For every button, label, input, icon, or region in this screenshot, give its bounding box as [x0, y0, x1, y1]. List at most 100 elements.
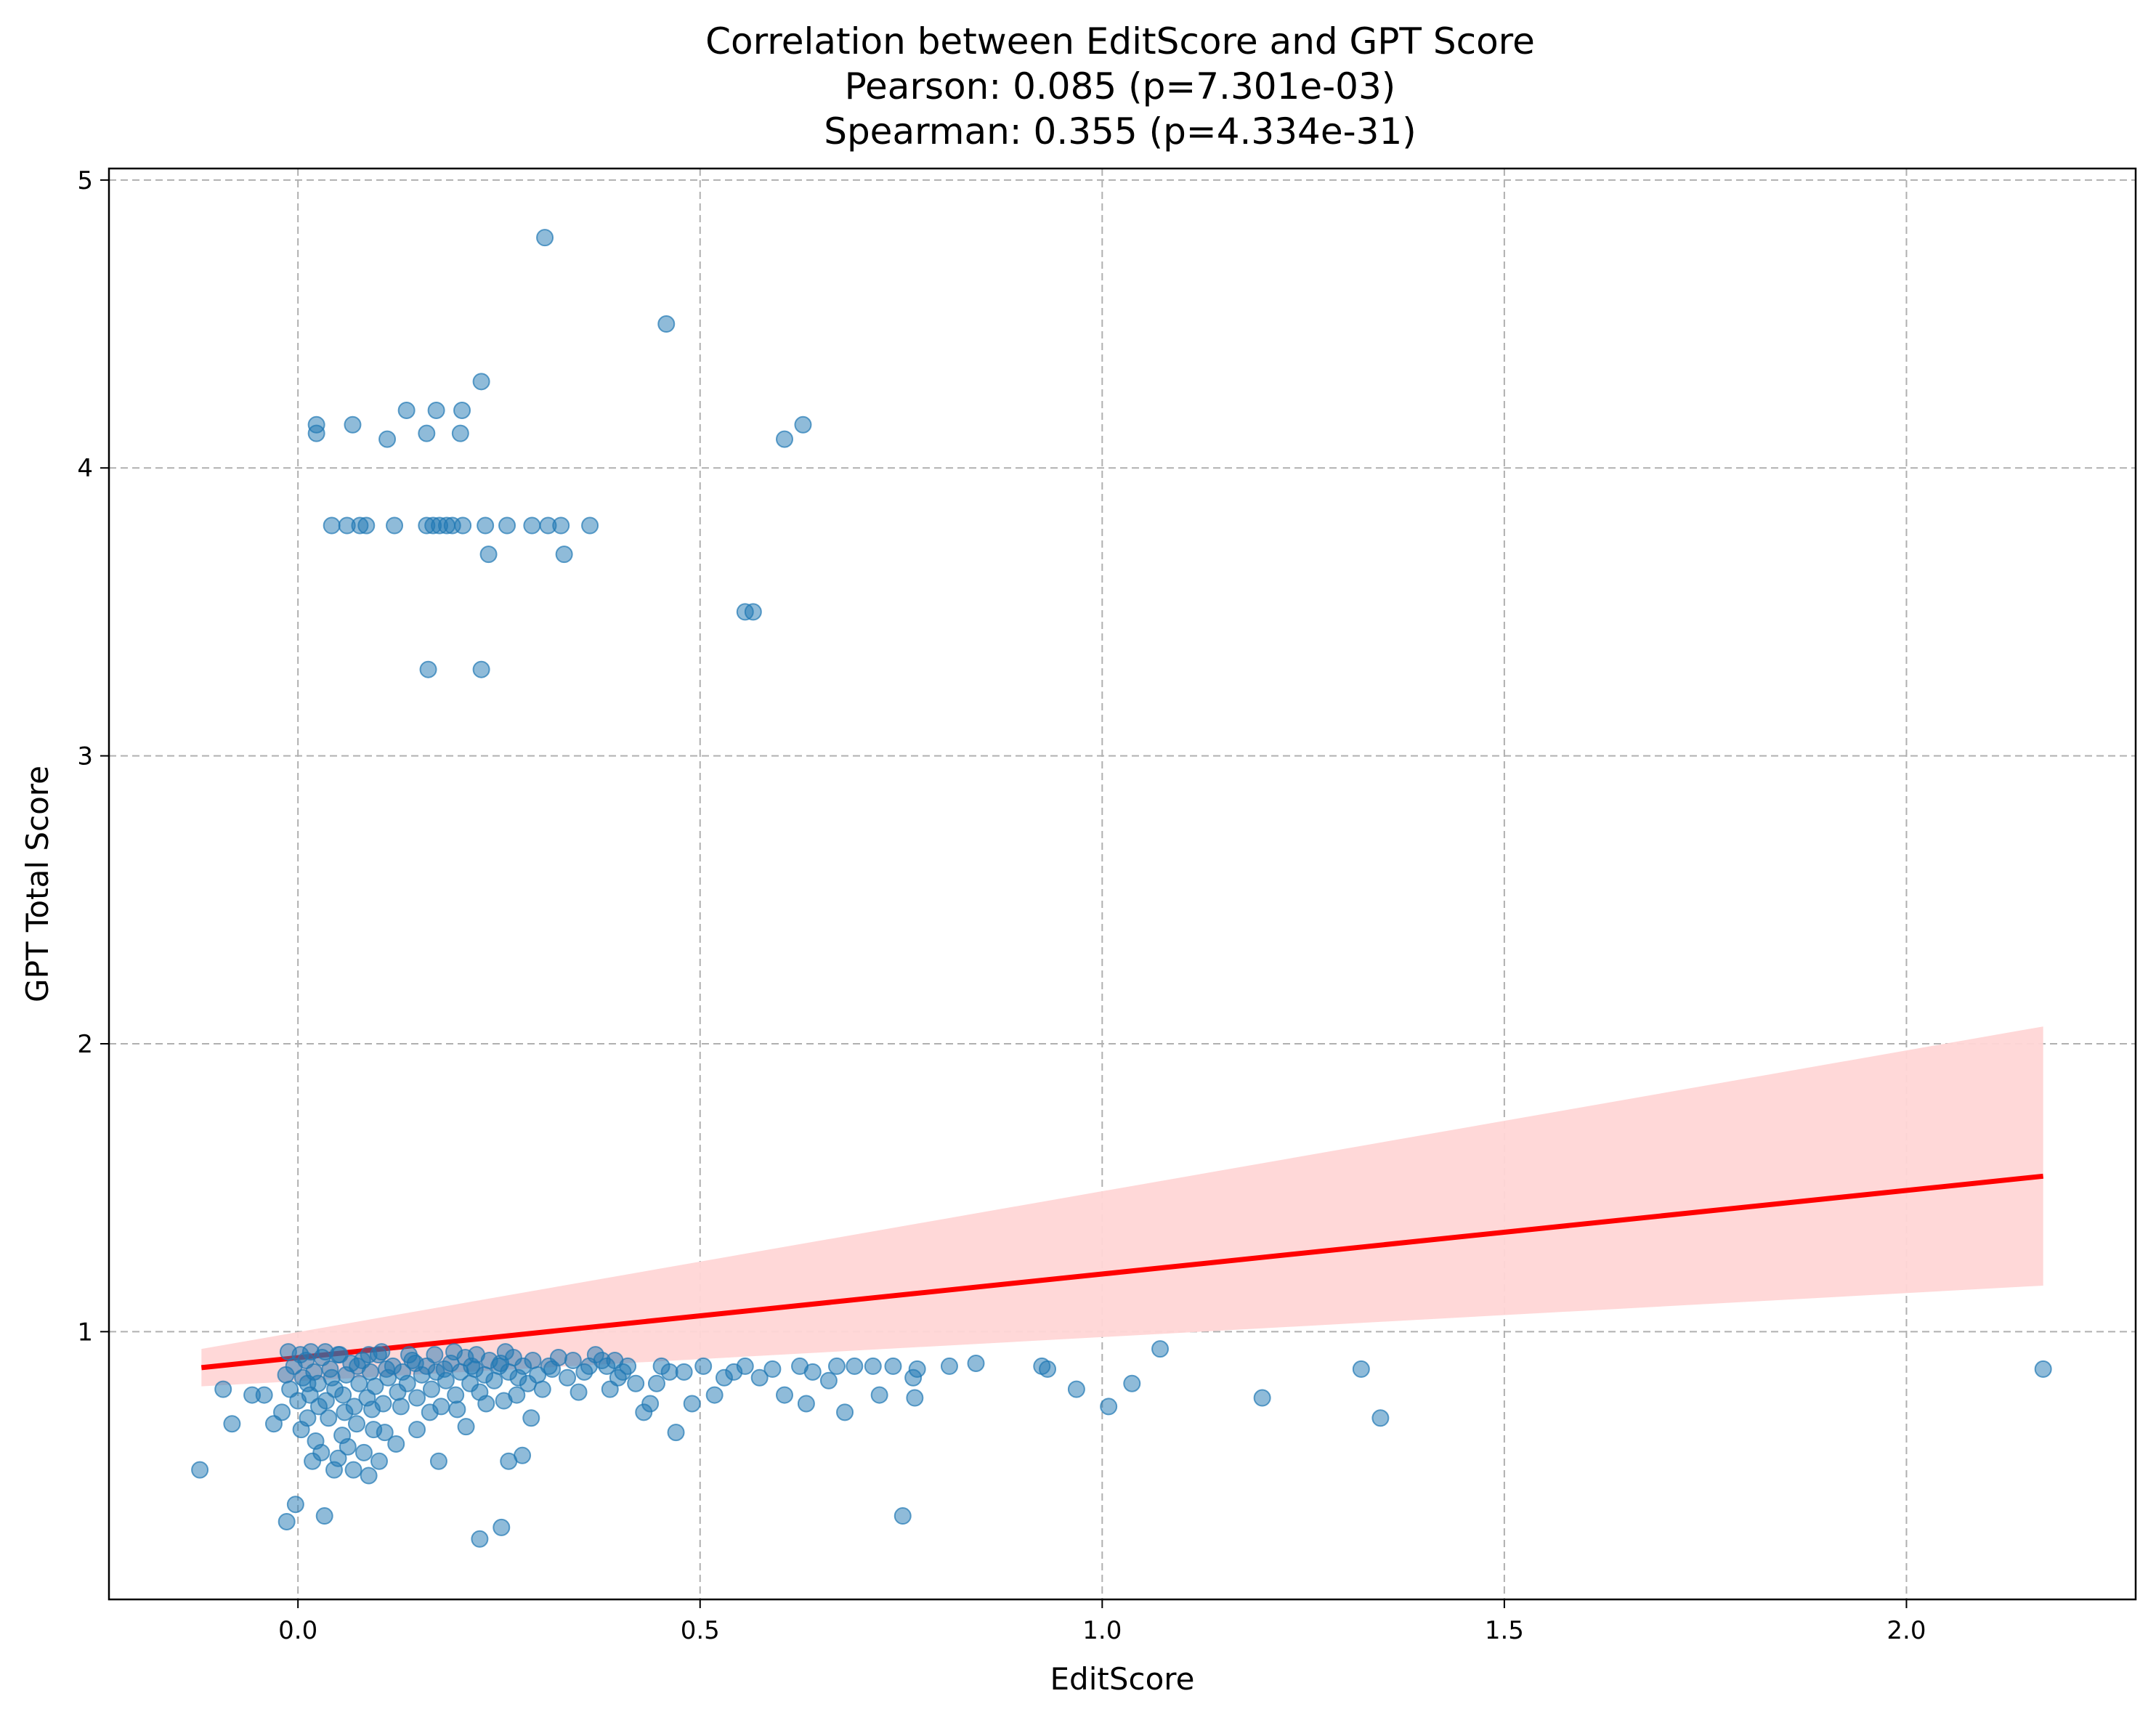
y-tick-label: 5	[77, 166, 93, 195]
data-point	[477, 1395, 495, 1413]
data-point	[445, 1343, 463, 1361]
data-point	[454, 516, 472, 535]
data-point	[427, 401, 445, 419]
data-point	[1123, 1374, 1141, 1392]
data-point	[647, 1374, 665, 1392]
data-point	[884, 1357, 902, 1375]
data-point	[320, 1409, 338, 1427]
chart-title: Correlation between EditScore and GPT Sc…	[705, 20, 1535, 62]
data-point	[255, 1386, 273, 1404]
data-point	[536, 229, 554, 247]
data-point	[552, 516, 570, 535]
data-point	[191, 1461, 209, 1479]
data-point	[694, 1357, 713, 1375]
data-point	[667, 1424, 685, 1442]
data-point	[496, 1343, 514, 1361]
data-point	[422, 1380, 440, 1398]
data-point	[498, 516, 516, 535]
data-point	[819, 1371, 838, 1390]
data-point	[906, 1389, 924, 1407]
data-point	[421, 1403, 439, 1421]
data-point	[301, 1343, 320, 1361]
data-point	[400, 1346, 418, 1364]
data-point	[363, 1400, 381, 1419]
data-point	[570, 1383, 588, 1401]
data-point	[376, 1424, 394, 1442]
data-point	[418, 424, 436, 442]
data-point	[336, 1403, 354, 1421]
data-point	[508, 1386, 526, 1404]
data-point	[378, 430, 397, 448]
data-point	[1100, 1398, 1118, 1416]
data-point	[348, 1415, 365, 1433]
data-point	[559, 1368, 577, 1387]
data-point	[660, 1363, 678, 1381]
x-axis-label: EditScore	[1050, 1661, 1195, 1697]
data-point	[522, 1409, 540, 1427]
data-point	[827, 1357, 846, 1375]
data-point	[836, 1403, 854, 1421]
data-point	[299, 1374, 317, 1392]
data-point	[641, 1395, 660, 1413]
data-point	[472, 660, 490, 678]
data-point	[1352, 1360, 1370, 1378]
data-point	[387, 1435, 405, 1453]
data-point	[614, 1363, 632, 1381]
data-point	[967, 1354, 985, 1372]
data-point	[448, 1400, 466, 1419]
data-point	[366, 1377, 384, 1395]
data-point	[467, 1346, 485, 1364]
data-point	[493, 1518, 511, 1536]
data-point	[794, 415, 812, 434]
data-point	[471, 1530, 489, 1548]
data-point	[392, 1398, 410, 1416]
data-point	[316, 1343, 334, 1361]
data-point	[627, 1374, 645, 1392]
data-point	[214, 1380, 232, 1398]
x-tick-label: 1.0	[1082, 1616, 1122, 1645]
data-point	[329, 1449, 347, 1467]
data-point	[736, 1357, 754, 1375]
data-point	[357, 516, 376, 535]
data-point	[581, 516, 599, 535]
data-point	[223, 1415, 241, 1433]
data-point	[893, 1507, 912, 1525]
data-point	[426, 1346, 444, 1364]
x-tick-label: 0.0	[278, 1616, 317, 1645]
data-point	[451, 424, 469, 442]
x-tick-label: 2.0	[1886, 1616, 1926, 1645]
data-point	[377, 1360, 395, 1378]
data-point	[339, 1437, 357, 1456]
chart-subtitle-spearman: Spearman: 0.355 (p=4.334e-31)	[824, 110, 1417, 153]
data-point	[1253, 1389, 1271, 1407]
data-point	[514, 1446, 532, 1464]
data-point	[360, 1467, 378, 1485]
data-point	[675, 1363, 693, 1381]
x-tick-label: 0.5	[681, 1616, 720, 1645]
scatter-points	[191, 229, 2052, 1548]
data-point	[524, 1352, 542, 1370]
data-point	[1151, 1340, 1170, 1358]
data-point	[657, 315, 676, 333]
data-point	[575, 1363, 593, 1381]
data-point	[555, 545, 573, 564]
data-point	[1067, 1380, 1085, 1398]
data-point	[776, 430, 793, 448]
data-point	[354, 1443, 373, 1461]
data-point	[940, 1357, 958, 1375]
data-point	[846, 1357, 864, 1375]
data-point	[564, 1352, 582, 1370]
data-point	[479, 545, 498, 564]
data-point	[312, 1443, 331, 1461]
y-axis-label: GPT Total Score	[20, 766, 55, 1002]
data-point	[1039, 1360, 1057, 1378]
data-point	[331, 1346, 349, 1364]
plot-frame	[108, 167, 2137, 1601]
data-point	[870, 1386, 888, 1404]
data-point	[2034, 1360, 2052, 1378]
data-point	[477, 516, 495, 535]
data-point	[370, 1452, 388, 1470]
data-point	[334, 1386, 352, 1404]
data-point	[307, 424, 325, 442]
data-point	[472, 373, 490, 391]
